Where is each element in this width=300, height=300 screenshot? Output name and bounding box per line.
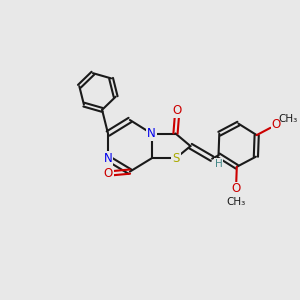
Text: O: O — [231, 182, 241, 196]
Text: O: O — [103, 167, 112, 180]
Text: S: S — [172, 152, 180, 166]
Text: O: O — [172, 104, 182, 117]
Text: N: N — [103, 152, 112, 165]
Text: H: H — [215, 159, 223, 169]
Text: CH₃: CH₃ — [278, 114, 297, 124]
Text: N: N — [147, 127, 156, 140]
Text: CH₃: CH₃ — [226, 197, 245, 207]
Text: O: O — [272, 118, 281, 131]
